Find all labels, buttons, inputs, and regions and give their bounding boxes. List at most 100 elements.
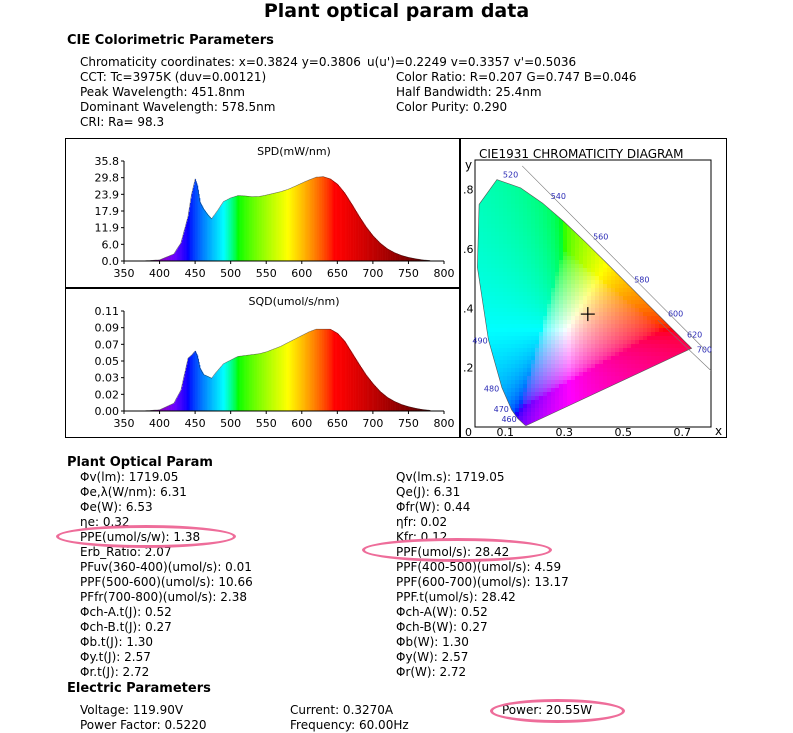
cie-gamut-cell (627, 288, 631, 292)
cie-gamut-cell (687, 176, 691, 180)
cie-gamut-cell (479, 320, 483, 324)
cie-gamut-cell (639, 412, 643, 416)
cie-gamut-cell (655, 228, 659, 232)
cie-gamut-cell (499, 332, 503, 336)
cie-gamut-cell (543, 360, 547, 364)
cie-gamut-cell (571, 336, 575, 340)
cie-gamut-cell (507, 380, 511, 384)
cie-gamut-cell (523, 320, 527, 324)
cie-gamut-cell (531, 316, 535, 320)
cie-gamut-cell (491, 296, 495, 300)
cie-gamut-cell (579, 204, 583, 208)
cie-gamut-cell (511, 236, 515, 240)
cie-gamut-cell (583, 376, 587, 380)
cie-gamut-cell (631, 256, 635, 260)
cie-gamut-cell (659, 176, 663, 180)
cie-gamut-cell (531, 168, 535, 172)
cie-gamut-cell (483, 220, 487, 224)
cie-gamut-cell (659, 328, 663, 332)
cie-wavelength-label: 620 (687, 331, 702, 340)
cie-gamut-cell (647, 224, 651, 228)
cie-gamut-cell (583, 180, 587, 184)
cie-gamut-cell (667, 340, 671, 344)
cie-gamut-cell (667, 248, 671, 252)
cie-gamut-cell (667, 228, 671, 232)
cie-gamut-cell (559, 324, 563, 328)
cie-gamut-cell (515, 340, 519, 344)
cie-gamut-cell (567, 320, 571, 324)
cie-gamut-cell (603, 252, 607, 256)
cie-gamut-cell (591, 220, 595, 224)
cie-gamut-cell (691, 376, 695, 380)
cie-gamut-cell (515, 336, 519, 340)
cie-gamut-cell (559, 384, 563, 388)
cie-gamut-cell (619, 164, 623, 168)
cie-gamut-cell (555, 404, 559, 408)
cie-gamut-cell (695, 268, 699, 272)
cie-gamut-cell (479, 328, 483, 332)
cie-gamut-cell (611, 208, 615, 212)
cie-gamut-cell (695, 264, 699, 268)
cie-gamut-cell (583, 212, 587, 216)
cie-gamut-cell (663, 384, 667, 388)
cie-gamut-cell (523, 368, 527, 372)
cie-gamut-cell (631, 192, 635, 196)
cie-gamut-cell (675, 224, 679, 228)
cie-gamut-cell (663, 332, 667, 336)
cie-gamut-cell (635, 384, 639, 388)
cie-gamut-cell (527, 200, 531, 204)
cie-gamut-cell (655, 412, 659, 416)
cie-gamut-cell (591, 292, 595, 296)
cie-gamut-cell (687, 280, 691, 284)
cie-gamut-cell (487, 412, 491, 416)
cie-gamut-cell (511, 200, 515, 204)
cie-gamut-cell (591, 328, 595, 332)
sqd-x-tick-label: 350 (114, 417, 135, 430)
cie-gamut-cell (515, 288, 519, 292)
cie-gamut-cell (627, 260, 631, 264)
cie-gamut-cell (599, 296, 603, 300)
cie-gamut-cell (643, 244, 647, 248)
cie-gamut-cell (507, 292, 511, 296)
cie-gamut-cell (623, 284, 627, 288)
cie-gamut-cell (643, 420, 647, 424)
cie-gamut-cell (635, 184, 639, 188)
cie-gamut-cell (603, 168, 607, 172)
cie-gamut-cell (527, 228, 531, 232)
cie-gamut-cell (491, 268, 495, 272)
cie-gamut-cell (651, 204, 655, 208)
cie-gamut-cell (587, 380, 591, 384)
cie-gamut-cell (511, 300, 515, 304)
cie-gamut-cell (655, 168, 659, 172)
spd-x-tick-label: 550 (256, 267, 277, 280)
cie-gamut-cell (615, 292, 619, 296)
cie-gamut-cell (667, 172, 671, 176)
cie-gamut-cell (483, 200, 487, 204)
cie-gamut-cell (491, 236, 495, 240)
cie-gamut-cell (647, 296, 651, 300)
cie-gamut-cell (703, 284, 707, 288)
cie-gamut-cell (663, 320, 667, 324)
cie-gamut-cell (579, 240, 583, 244)
cie-gamut-cell (543, 268, 547, 272)
cie-gamut-cell (511, 348, 515, 352)
cie-gamut-cell (603, 264, 607, 268)
cie-gamut-cell (595, 216, 599, 220)
cie-gamut-cell (575, 240, 579, 244)
cie-gamut-cell (703, 188, 707, 192)
cie-gamut-cell (587, 284, 591, 288)
cie-gamut-cell (611, 392, 615, 396)
cie-gamut-cell (635, 336, 639, 340)
cie-gamut-cell (531, 408, 535, 412)
cie-gamut-cell (619, 228, 623, 232)
cie-gamut-cell (583, 380, 587, 384)
cie-gamut-cell (547, 352, 551, 356)
cie-gamut-cell (543, 316, 547, 320)
cie-gamut-cell (603, 308, 607, 312)
cie-gamut-cell (479, 212, 483, 216)
cie-gamut-cell (547, 324, 551, 328)
cie-gamut-cell (687, 268, 691, 272)
cie-gamut-cell (611, 180, 615, 184)
cie-gamut-cell (623, 360, 627, 364)
